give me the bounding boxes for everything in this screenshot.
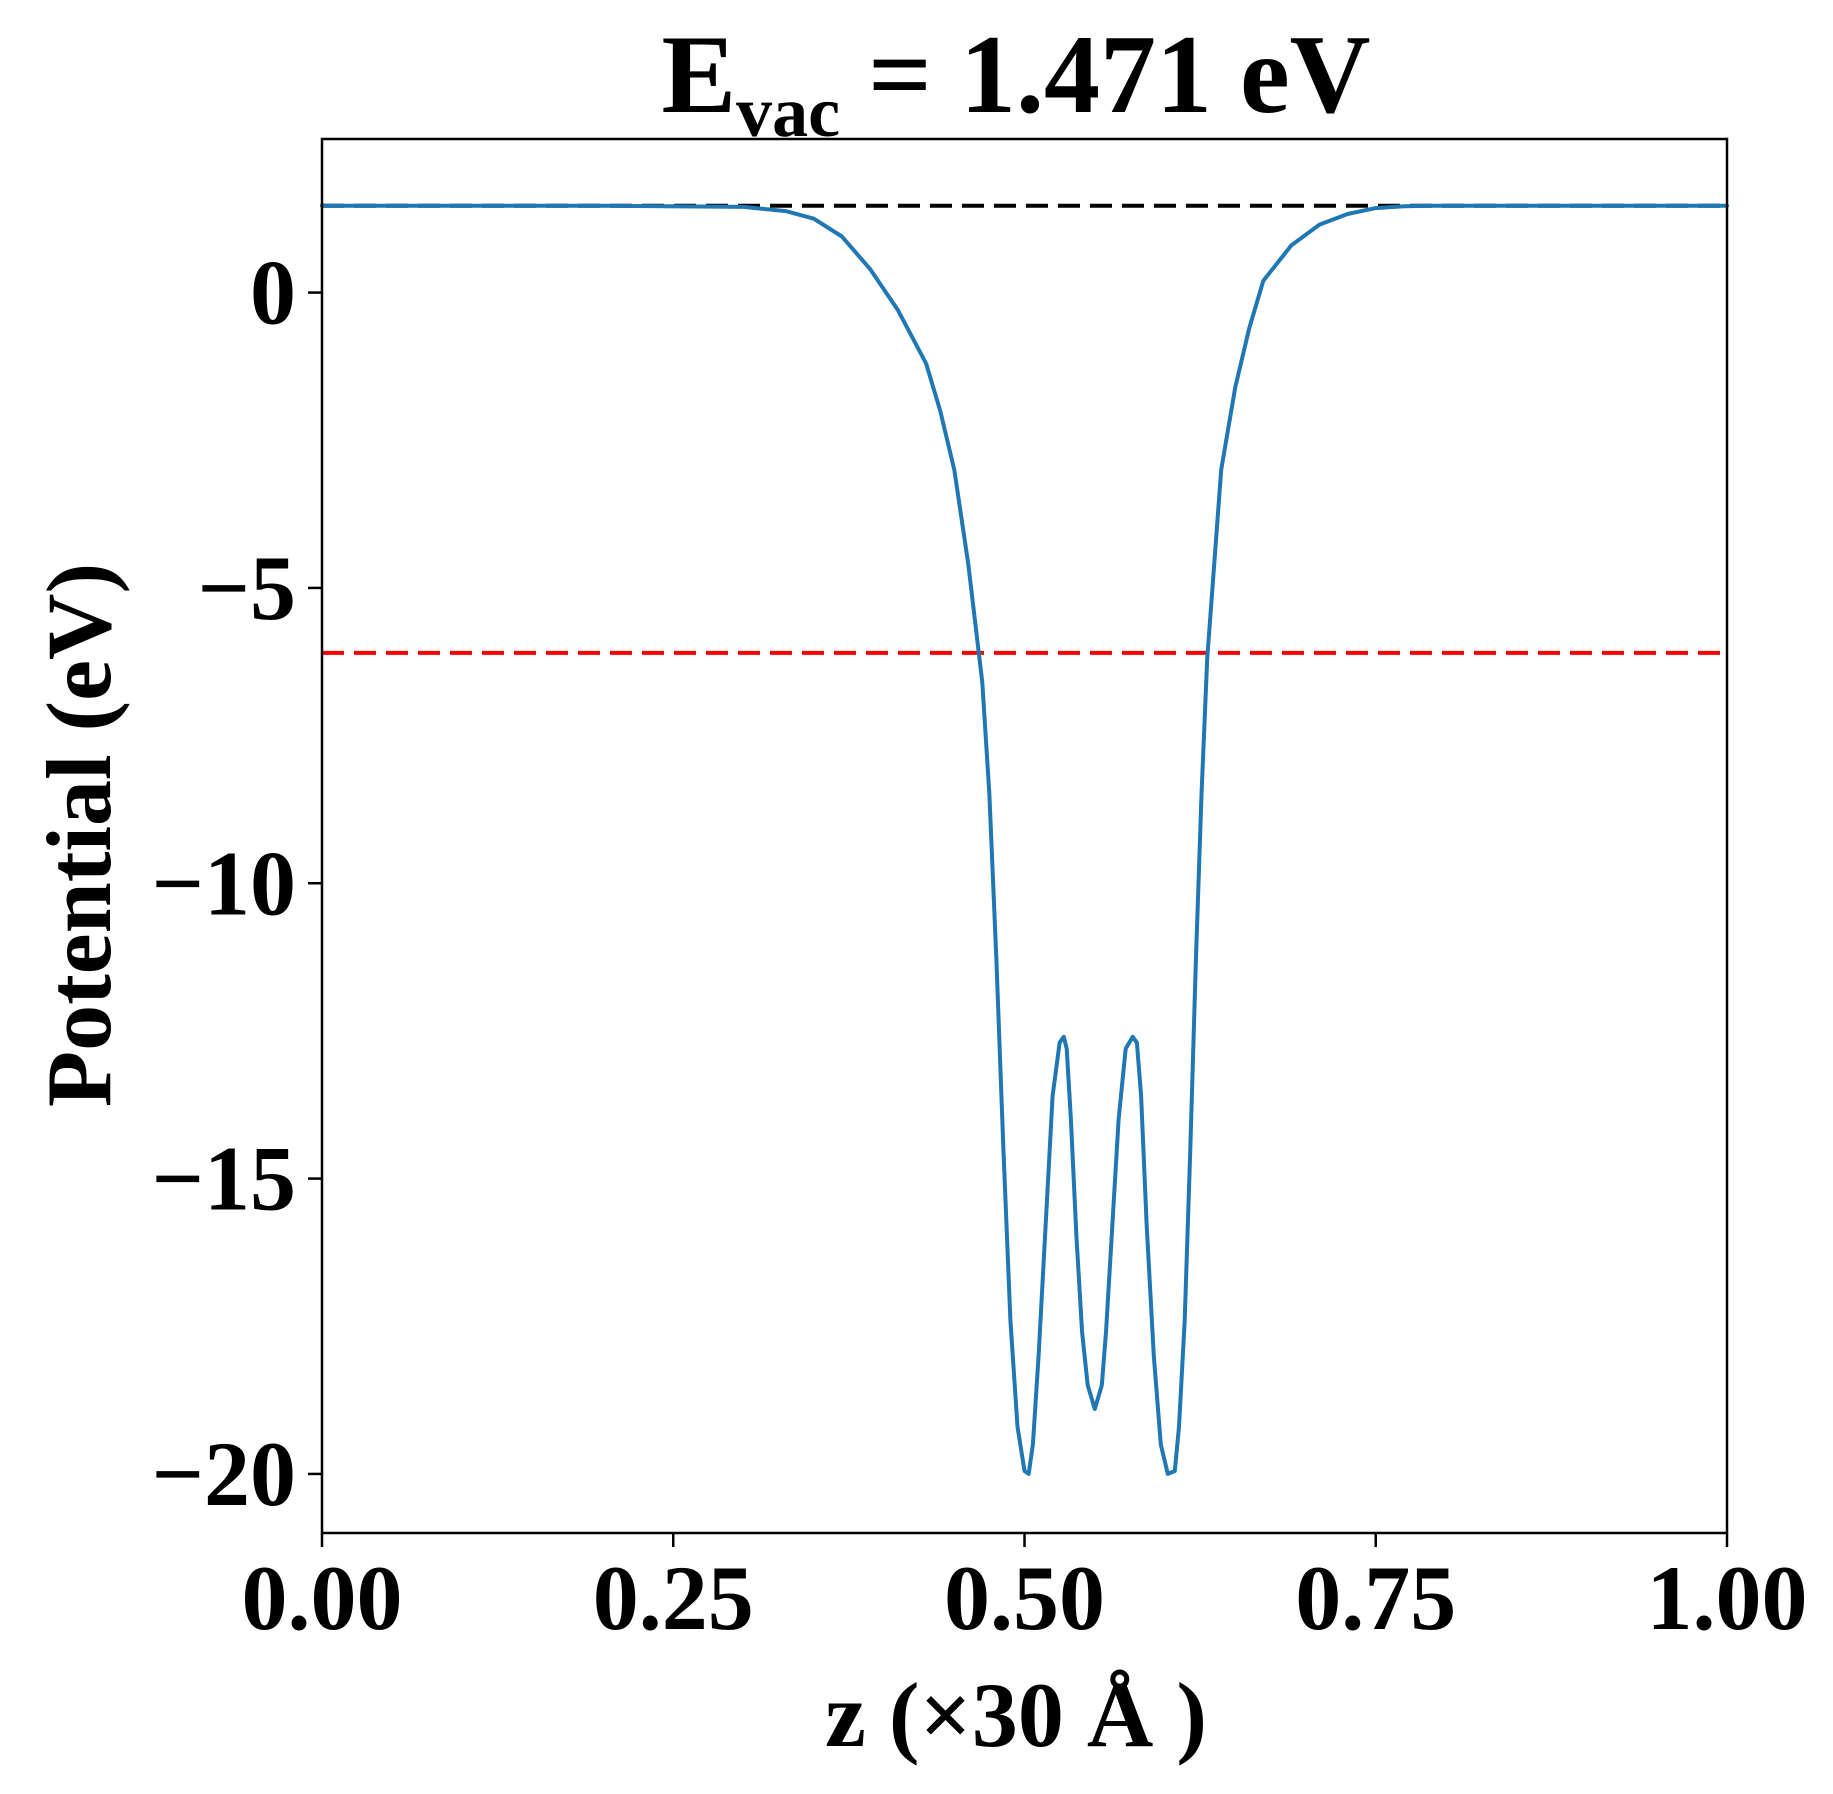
x-tick-label: 0.75	[1295, 1547, 1456, 1649]
y-tick-label: −15	[152, 1128, 296, 1230]
chart-title-prefix: E	[661, 13, 736, 137]
x-axis-ticks: 0.00 0.25 0.50 0.75 1.00	[242, 1533, 1808, 1649]
y-axis-label: Potential (eV)	[28, 563, 130, 1107]
reference-lines	[322, 203, 1727, 655]
x-tick-label: 0.00	[242, 1547, 403, 1649]
x-tick-label: 1.00	[1647, 1547, 1808, 1649]
x-axis-label: z (×30 Å )	[825, 1664, 1207, 1766]
y-tick-label: −20	[152, 1423, 296, 1525]
chart-title-suffix: = 1.471 eV	[840, 13, 1370, 137]
y-tick-label: 0	[250, 242, 296, 344]
plot-frame	[320, 137, 1729, 1535]
axes-frame	[320, 137, 1729, 1535]
chart-title: Evac = 1.471 eV	[661, 13, 1370, 152]
x-tick-label: 0.50	[944, 1547, 1105, 1649]
series-line-0	[320, 203, 1729, 1476]
series-group	[320, 203, 1729, 1476]
y-axis-ticks: 0 −5 −10 −15 −20	[152, 242, 322, 1525]
y-tick-label: −5	[198, 537, 296, 639]
x-tick-label: 0.25	[593, 1547, 754, 1649]
y-tick-label: −10	[152, 832, 296, 934]
